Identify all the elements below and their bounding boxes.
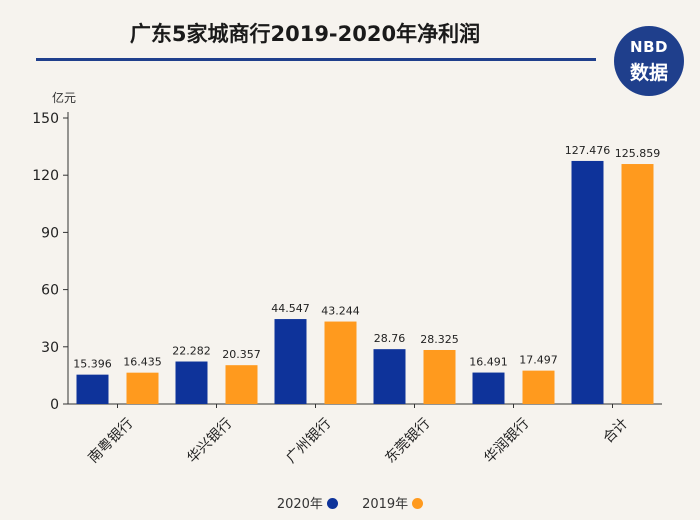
bar bbox=[324, 321, 357, 404]
legend-label-2020: 2020年 bbox=[276, 497, 323, 512]
y-tick-label: 150 bbox=[32, 111, 59, 127]
x-tick-label: 东莞银行 bbox=[382, 416, 433, 467]
x-tick-label: 合计 bbox=[600, 416, 631, 447]
bar bbox=[76, 374, 109, 404]
bar-value-label: 16.435 bbox=[123, 356, 162, 369]
legend-dot-2020 bbox=[326, 498, 338, 509]
y-axis-unit-label: 亿元 bbox=[52, 90, 76, 105]
bar-value-label: 125.859 bbox=[615, 147, 661, 160]
y-tick-label: 0 bbox=[50, 397, 59, 413]
bar-value-label: 20.357 bbox=[222, 348, 261, 361]
logo-text-bottom: 数据 bbox=[629, 62, 668, 84]
bar-value-label: 22.282 bbox=[172, 345, 211, 358]
bar bbox=[274, 319, 307, 404]
bar bbox=[175, 361, 208, 404]
bar bbox=[225, 365, 258, 404]
bar bbox=[423, 349, 456, 404]
legend-dot-2019 bbox=[412, 498, 424, 509]
bar-value-label: 15.396 bbox=[73, 358, 112, 371]
legend: 2020年 2019年 bbox=[0, 493, 700, 512]
bar-value-label: 43.244 bbox=[321, 305, 360, 318]
nbd-logo: NBD 数据 bbox=[614, 26, 684, 96]
bar bbox=[126, 372, 159, 404]
bar bbox=[373, 349, 406, 404]
legend-label-2019: 2019年 bbox=[362, 497, 409, 512]
title-underline bbox=[36, 58, 596, 61]
bar-value-label: 17.497 bbox=[519, 354, 558, 367]
logo-text-top: NBD bbox=[630, 38, 668, 56]
y-tick-label: 30 bbox=[41, 340, 59, 356]
x-tick-label: 华兴银行 bbox=[184, 416, 235, 467]
y-tick-label: 90 bbox=[41, 225, 59, 241]
bar-value-label: 28.325 bbox=[420, 333, 459, 346]
x-tick-label: 华润银行 bbox=[481, 416, 532, 467]
chart-title: 广东5家城商行2019-2020年净利润 bbox=[129, 22, 481, 46]
legend-item-2020: 2020年 bbox=[277, 493, 338, 512]
x-tick-label: 南粤银行 bbox=[85, 416, 136, 467]
bar bbox=[621, 164, 654, 404]
y-tick-label: 120 bbox=[32, 168, 59, 184]
bar bbox=[571, 160, 604, 404]
y-tick-label: 60 bbox=[41, 283, 59, 299]
bar-value-label: 44.547 bbox=[271, 302, 310, 315]
x-tick-label: 广州银行 bbox=[283, 416, 334, 467]
bar bbox=[472, 372, 505, 404]
bar-value-label: 28.76 bbox=[374, 332, 406, 345]
legend-item-2019: 2019年 bbox=[362, 493, 424, 512]
bar bbox=[522, 370, 555, 404]
bar-value-label: 16.491 bbox=[469, 356, 508, 369]
bar-value-label: 127.476 bbox=[565, 144, 611, 157]
